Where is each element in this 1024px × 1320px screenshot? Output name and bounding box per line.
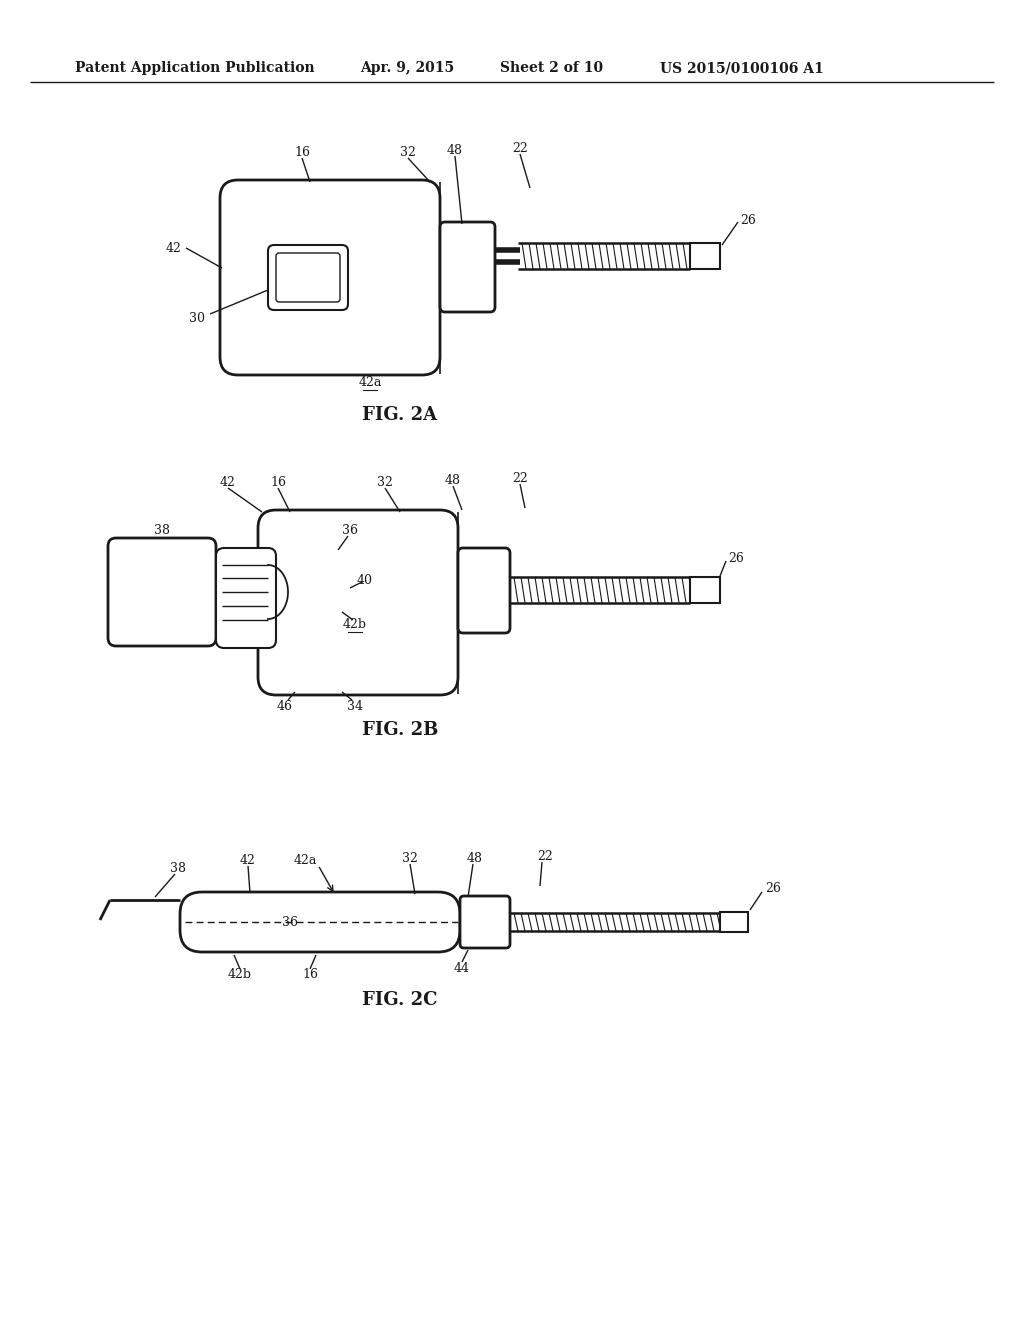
- Text: 32: 32: [400, 145, 416, 158]
- Text: US 2015/0100106 A1: US 2015/0100106 A1: [660, 61, 823, 75]
- FancyBboxPatch shape: [460, 896, 510, 948]
- Text: Sheet 2 of 10: Sheet 2 of 10: [500, 61, 603, 75]
- Text: Patent Application Publication: Patent Application Publication: [75, 61, 314, 75]
- Text: 26: 26: [740, 214, 756, 227]
- FancyBboxPatch shape: [108, 539, 216, 645]
- Text: 46: 46: [278, 700, 293, 713]
- FancyBboxPatch shape: [220, 180, 440, 375]
- Text: 42: 42: [220, 475, 236, 488]
- Text: 16: 16: [270, 475, 286, 488]
- FancyBboxPatch shape: [180, 892, 460, 952]
- Text: 22: 22: [512, 471, 528, 484]
- Text: 38: 38: [154, 524, 170, 536]
- Text: 48: 48: [447, 144, 463, 157]
- Text: 30: 30: [189, 312, 205, 325]
- Text: 32: 32: [377, 475, 393, 488]
- Text: 22: 22: [538, 850, 553, 862]
- Text: FIG. 2B: FIG. 2B: [361, 721, 438, 739]
- Text: 42b: 42b: [228, 969, 252, 982]
- Text: FIG. 2A: FIG. 2A: [362, 407, 437, 424]
- Text: 42: 42: [166, 242, 182, 255]
- FancyBboxPatch shape: [276, 253, 340, 302]
- Text: FIG. 2C: FIG. 2C: [362, 991, 437, 1008]
- Text: 48: 48: [445, 474, 461, 487]
- Text: 34: 34: [347, 700, 362, 713]
- Text: 36: 36: [282, 916, 298, 928]
- Text: 42a: 42a: [358, 375, 382, 388]
- Text: 48: 48: [467, 851, 483, 865]
- Text: 36: 36: [342, 524, 358, 536]
- Text: 26: 26: [765, 882, 781, 895]
- Text: 42a: 42a: [293, 854, 316, 866]
- Bar: [690, 243, 720, 269]
- Text: 38: 38: [170, 862, 186, 874]
- Text: 42: 42: [240, 854, 256, 866]
- Text: 44: 44: [454, 961, 470, 974]
- Text: 16: 16: [302, 969, 318, 982]
- FancyBboxPatch shape: [268, 246, 348, 310]
- Text: 26: 26: [728, 552, 743, 565]
- Text: Apr. 9, 2015: Apr. 9, 2015: [360, 61, 454, 75]
- Text: 32: 32: [402, 851, 418, 865]
- Text: 42b: 42b: [343, 618, 367, 631]
- FancyBboxPatch shape: [440, 222, 495, 312]
- Text: 22: 22: [512, 141, 528, 154]
- Bar: [690, 577, 720, 603]
- FancyBboxPatch shape: [458, 548, 510, 634]
- FancyBboxPatch shape: [258, 510, 458, 696]
- Bar: [720, 912, 748, 932]
- Text: 40: 40: [357, 573, 373, 586]
- FancyBboxPatch shape: [216, 548, 276, 648]
- Text: 16: 16: [294, 145, 310, 158]
